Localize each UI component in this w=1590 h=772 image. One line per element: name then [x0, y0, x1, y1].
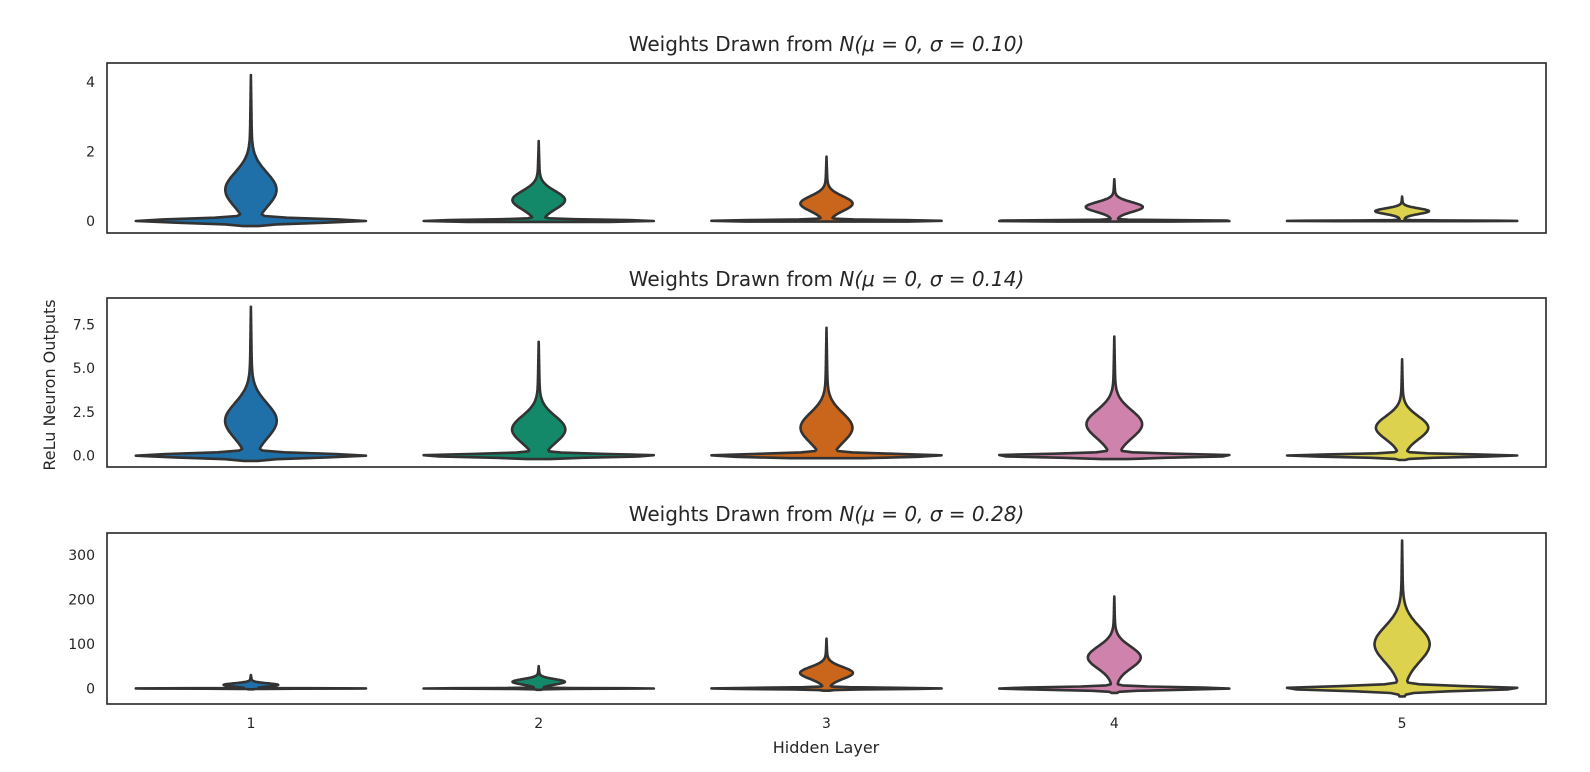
violin-layer-3 — [710, 637, 943, 692]
panel-title-1: Weights Drawn from N(μ = 0, σ = 0.10) — [629, 32, 1025, 56]
violin-layer-5 — [1285, 539, 1519, 698]
panel-2: Weights Drawn from N(μ = 0, σ = 0.14) 0.0… — [73, 267, 1547, 468]
violin-layer-5 — [1285, 195, 1519, 223]
x-axis-label: Hidden Layer — [773, 738, 880, 757]
y-tick-label: 0 — [86, 214, 95, 230]
y-tick-label: 300 — [68, 548, 95, 564]
y-tick-label: 100 — [68, 637, 95, 653]
y-tick-label: 0.0 — [73, 449, 95, 465]
violin-layer-4 — [997, 595, 1231, 695]
panel-title-text: Weights Drawn from — [629, 32, 840, 56]
violin-layer-1 — [134, 305, 368, 463]
y-tick-label: 2.5 — [73, 405, 95, 421]
y-tick-label: 5.0 — [73, 361, 95, 377]
panel-3: Weights Drawn from N(μ = 0, σ = 0.28) 0 10… — [68, 502, 1547, 732]
panel-title-text: Weights Drawn from — [629, 502, 840, 526]
violin-layer-3 — [710, 155, 943, 223]
axes-frame — [106, 297, 1547, 468]
axes-frame — [106, 62, 1547, 234]
violin-layer-2 — [422, 664, 656, 692]
y-tick-label: 200 — [68, 593, 95, 609]
violin-layer-2 — [422, 139, 656, 224]
panel-title-math: N(μ = 0, σ = 0.10) — [839, 32, 1024, 56]
panel-title-3: Weights Drawn from N(μ = 0, σ = 0.28) — [629, 502, 1025, 526]
violin-layer-4 — [997, 335, 1231, 461]
panel-title-math: N(μ = 0, σ = 0.14) — [839, 267, 1024, 291]
violin-layer-2 — [422, 340, 656, 461]
y-axis-label: ReLu Neuron Outputs — [40, 299, 59, 470]
x-tick-label: 3 — [822, 716, 831, 732]
x-tick-label: 5 — [1398, 716, 1407, 732]
panels: Weights Drawn from N(μ = 0, σ = 0.10) 0 2 4… — [68, 32, 1547, 732]
violin-layer-3 — [710, 326, 943, 460]
panel-1: Weights Drawn from N(μ = 0, σ = 0.10) 0 2 4 — [86, 32, 1547, 234]
axes-frame — [106, 532, 1547, 705]
panel-title-text: Weights Drawn from — [629, 267, 840, 291]
x-tick-label: 2 — [534, 716, 543, 732]
x-tick-label: 4 — [1110, 716, 1119, 732]
violin-layer-5 — [1285, 358, 1519, 462]
y-tick-label: 2 — [86, 144, 95, 160]
panel-title-math: N(μ = 0, σ = 0.28) — [839, 502, 1024, 526]
y-tick-label: 4 — [86, 75, 95, 91]
y-tick-label: 0 — [86, 681, 95, 697]
violin-layer-1 — [134, 673, 368, 691]
violin-layer-1 — [134, 73, 368, 228]
violin-layer-4 — [997, 177, 1231, 223]
y-tick-label: 7.5 — [73, 317, 95, 333]
panel-title-2: Weights Drawn from N(μ = 0, σ = 0.14) — [629, 267, 1025, 291]
x-tick-label: 1 — [246, 716, 255, 732]
